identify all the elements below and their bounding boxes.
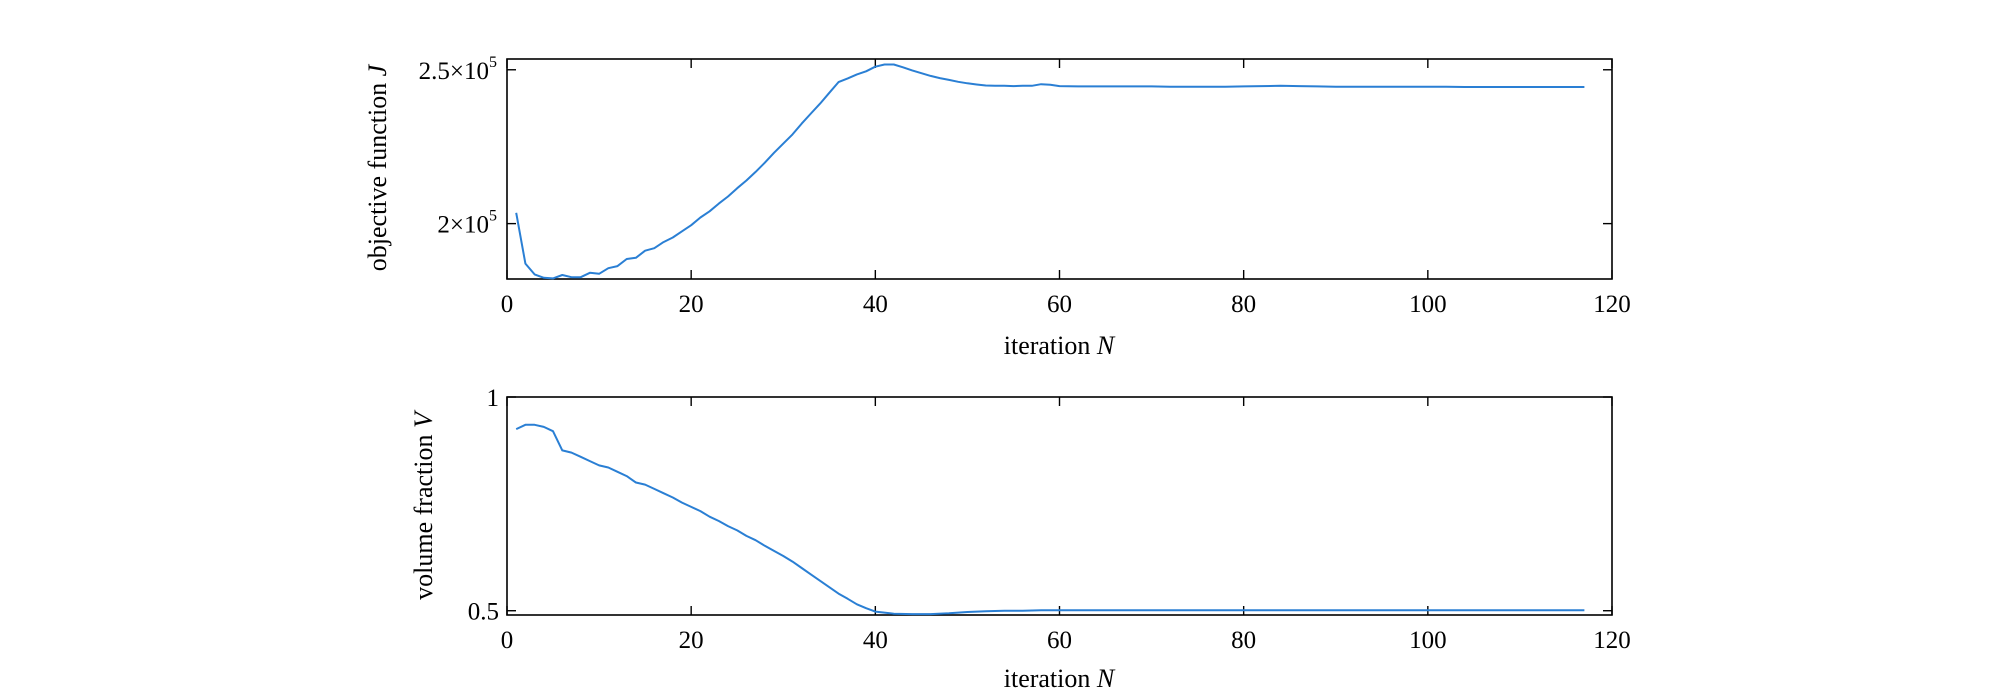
volume-x-tick-label: 40 bbox=[863, 627, 888, 654]
volume-x-tick-labels: 0 20 40 60 80 100 120 bbox=[501, 627, 1631, 654]
volume-chart: 0 20 40 60 80 100 120 0.51 iteration N volume … bbox=[409, 385, 1631, 691]
volume-x-tick-label: 120 bbox=[1593, 627, 1631, 654]
objective-x-tick-label: 120 bbox=[1593, 291, 1631, 318]
volume-y-axis-title: volume fraction V bbox=[409, 409, 438, 600]
objective-y-tick-labels: 2×105 2.5×105 bbox=[419, 54, 497, 239]
objective-x-tick-label: 0 bbox=[501, 291, 514, 318]
objective-x-tick-labels: 0 20 40 60 80 100 120 bbox=[501, 291, 1631, 318]
volume-y-tick-label: 1 bbox=[487, 385, 500, 412]
volume-x-tick-label: 80 bbox=[1231, 627, 1256, 654]
volume-x-tick-label: 60 bbox=[1047, 627, 1072, 654]
volume-x-tick-label: 20 bbox=[679, 627, 704, 654]
volume-x-tick-label: 100 bbox=[1409, 627, 1447, 654]
objective-y-tick-label: 2.5×105 bbox=[419, 54, 497, 85]
objective-plot-frame bbox=[506, 58, 1613, 280]
objective-y-tick-label: 2×105 bbox=[437, 208, 497, 239]
objective-x-tick-label: 80 bbox=[1231, 291, 1256, 318]
objective-chart: 0 20 40 60 80 100 120 2×105 2.5×105 iteration N… bbox=[363, 54, 1631, 360]
objective-x-tick-label: 100 bbox=[1409, 291, 1447, 318]
volume-plot-frame bbox=[506, 396, 1613, 616]
objective-x-tick-label: 60 bbox=[1047, 291, 1072, 318]
volume-x-tick-label: 0 bbox=[501, 627, 514, 654]
objective-y-axis-title: objective function J bbox=[363, 63, 392, 271]
volume-series-line bbox=[515, 423, 1585, 616]
volume-x-axis-title: iteration N bbox=[1004, 664, 1116, 691]
objective-series-line bbox=[515, 63, 1585, 280]
volume-y-tick-label: 0.5 bbox=[468, 599, 499, 626]
volume-y-tick-labels: 0.51 bbox=[468, 385, 499, 626]
objective-x-tick-label: 20 bbox=[679, 291, 704, 318]
objective-x-axis-title: iteration N bbox=[1004, 331, 1116, 360]
volume-ticks bbox=[506, 396, 1613, 615]
objective-ticks bbox=[506, 59, 1613, 279]
objective-x-tick-label: 40 bbox=[863, 291, 888, 318]
